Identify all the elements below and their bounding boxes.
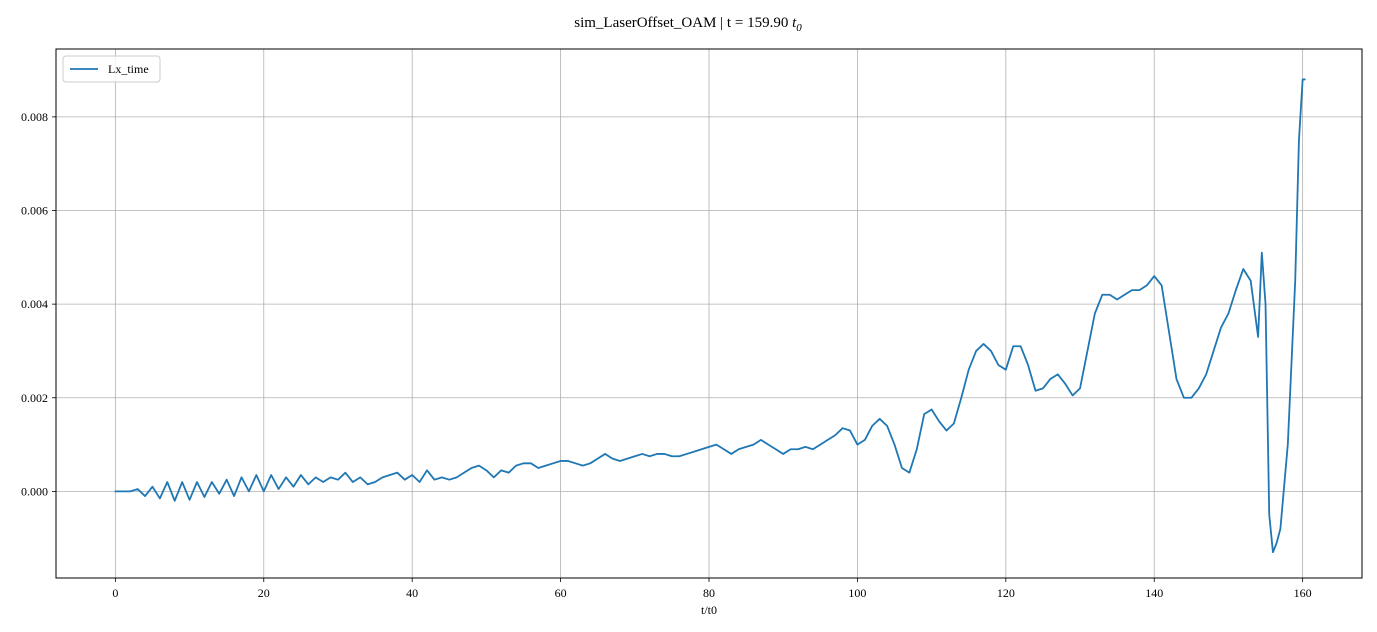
chart-title-subscript: 0: [796, 22, 802, 34]
y-ticks: 0.000 0.002 0.004 0.006 0.008: [21, 110, 56, 498]
series-line-lx-time: [114, 78, 1306, 554]
x-tick-label: 40: [406, 586, 418, 600]
y-tick-label: 0.004: [21, 297, 48, 311]
y-tick-label: 0.006: [21, 204, 48, 218]
chart-title: sim_LaserOffset_OAM | t = 159.90 t0: [574, 15, 802, 34]
y-tick-label: 0.000: [21, 484, 48, 498]
x-ticks: 0 20 40 60 80 100 120 140 160: [112, 578, 1312, 600]
chart-title-symbol: t: [792, 15, 797, 31]
legend-label-lx-time: Lx_time: [108, 62, 149, 76]
x-tick-label: 120: [997, 586, 1015, 600]
x-tick-label: 160: [1294, 586, 1312, 600]
x-tick-label: 0: [112, 586, 118, 600]
grid-lines: [56, 49, 1362, 578]
x-tick-label: 20: [258, 586, 270, 600]
x-tick-label: 80: [703, 586, 715, 600]
plot-area-group: 0 20 40 60 80 100 120 140 160 0.0000.0020.0040.0…: [21, 48, 1363, 600]
x-tick-label: 140: [1145, 586, 1163, 600]
legend: Lx_time: [62, 55, 161, 83]
x-axis-label: t/t0: [701, 603, 717, 617]
legend-box: [62, 55, 161, 83]
y-tick-label: 0.008: [21, 110, 48, 124]
series-layer: [114, 78, 1306, 554]
y-tick-label: 0.002: [21, 391, 48, 405]
chart-title-main: sim_LaserOffset_OAM | t = 159.90: [574, 15, 792, 31]
x-tick-label: 60: [555, 586, 567, 600]
x-tick-label: 100: [848, 586, 866, 600]
